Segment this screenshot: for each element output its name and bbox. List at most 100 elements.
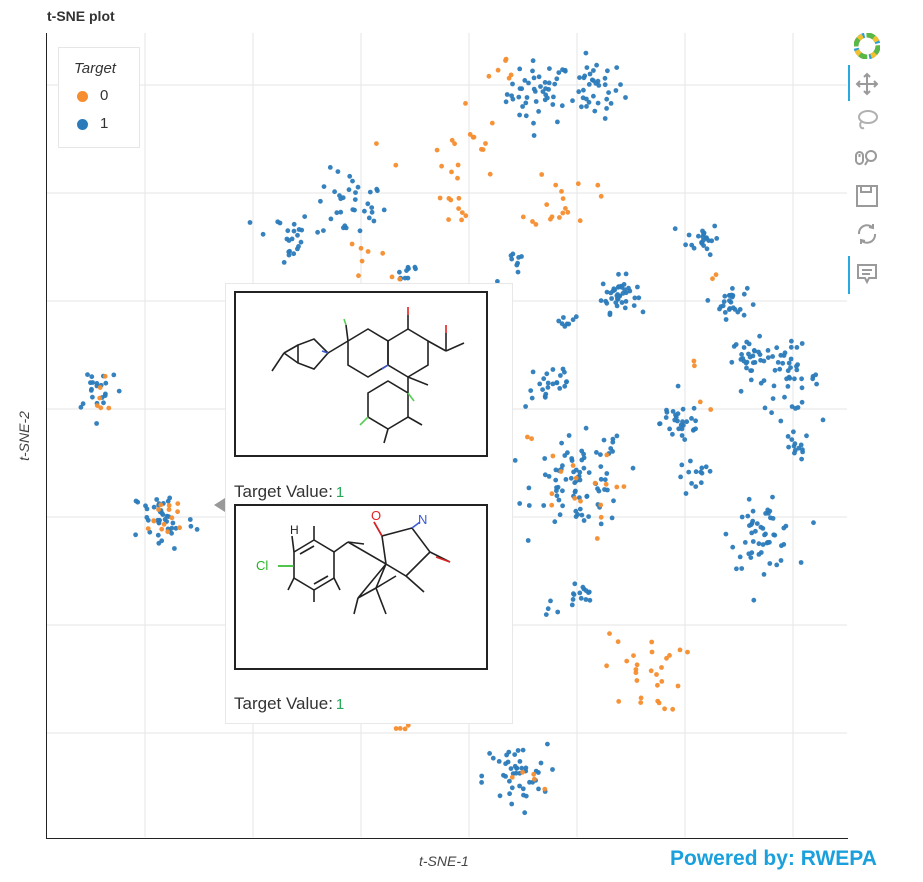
- data-point-target-1[interactable]: [570, 597, 576, 602]
- data-point-target-1[interactable]: [512, 752, 518, 757]
- data-point-target-1[interactable]: [758, 380, 764, 386]
- data-point-target-1[interactable]: [717, 306, 722, 312]
- data-point-target-1[interactable]: [679, 433, 685, 438]
- data-point-target-0[interactable]: [405, 722, 411, 728]
- data-point-target-0[interactable]: [649, 639, 655, 645]
- data-point-target-1[interactable]: [508, 766, 514, 771]
- data-point-target-1[interactable]: [187, 517, 193, 522]
- data-point-target-1[interactable]: [572, 581, 578, 587]
- data-point-target-0[interactable]: [463, 101, 468, 106]
- data-point-target-0[interactable]: [655, 698, 661, 704]
- data-point-target-1[interactable]: [89, 374, 95, 380]
- data-point-target-1[interactable]: [321, 228, 326, 234]
- data-point-target-1[interactable]: [568, 475, 574, 481]
- data-point-target-1[interactable]: [570, 317, 576, 323]
- data-point-target-1[interactable]: [788, 344, 794, 350]
- data-point-target-1[interactable]: [479, 780, 484, 785]
- data-point-target-0[interactable]: [471, 134, 477, 140]
- data-point-target-1[interactable]: [334, 210, 340, 216]
- data-point-target-1[interactable]: [551, 94, 556, 100]
- data-point-target-0[interactable]: [161, 521, 167, 527]
- data-point-target-1[interactable]: [616, 271, 621, 277]
- data-point-target-1[interactable]: [794, 345, 800, 350]
- data-point-target-1[interactable]: [596, 488, 602, 494]
- data-point-target-0[interactable]: [607, 631, 612, 636]
- data-point-target-1[interactable]: [517, 112, 522, 118]
- data-point-target-1[interactable]: [757, 333, 762, 339]
- data-point-target-0[interactable]: [98, 405, 104, 411]
- data-point-target-1[interactable]: [352, 197, 358, 203]
- data-point-target-1[interactable]: [397, 269, 402, 275]
- data-point-target-1[interactable]: [90, 394, 95, 400]
- data-point-target-1[interactable]: [698, 480, 704, 486]
- data-point-target-0[interactable]: [503, 56, 509, 62]
- data-point-target-0[interactable]: [446, 217, 451, 223]
- data-point-target-1[interactable]: [413, 266, 418, 272]
- data-point-target-1[interactable]: [557, 386, 563, 391]
- data-point-target-1[interactable]: [559, 440, 564, 446]
- data-point-target-1[interactable]: [693, 484, 699, 489]
- data-point-target-0[interactable]: [456, 206, 461, 212]
- data-point-target-1[interactable]: [749, 550, 755, 556]
- data-point-target-1[interactable]: [620, 291, 626, 296]
- data-point-target-0[interactable]: [598, 502, 604, 508]
- data-point-target-1[interactable]: [670, 431, 675, 437]
- data-point-target-1[interactable]: [780, 360, 786, 366]
- data-point-target-0[interactable]: [548, 216, 553, 222]
- data-point-target-1[interactable]: [546, 87, 551, 92]
- data-point-target-1[interactable]: [750, 518, 756, 524]
- data-point-target-1[interactable]: [772, 532, 778, 538]
- data-point-target-1[interactable]: [785, 384, 791, 389]
- data-point-target-1[interactable]: [739, 566, 745, 571]
- data-point-target-1[interactable]: [594, 450, 599, 455]
- legend[interactable]: Target 0 1: [58, 47, 140, 148]
- data-point-target-1[interactable]: [504, 752, 509, 758]
- data-point-target-0[interactable]: [604, 663, 609, 669]
- data-point-target-1[interactable]: [623, 271, 629, 277]
- data-point-target-1[interactable]: [555, 609, 561, 615]
- data-point-target-0[interactable]: [349, 241, 355, 247]
- data-point-target-1[interactable]: [569, 602, 575, 608]
- data-point-target-0[interactable]: [455, 175, 460, 181]
- data-point-target-1[interactable]: [747, 523, 752, 528]
- data-point-target-1[interactable]: [686, 232, 692, 238]
- data-point-target-0[interactable]: [634, 678, 640, 683]
- data-point-target-1[interactable]: [531, 75, 537, 81]
- data-point-target-1[interactable]: [796, 445, 802, 451]
- data-point-target-1[interactable]: [598, 464, 604, 469]
- data-point-target-0[interactable]: [448, 197, 454, 203]
- data-point-target-1[interactable]: [524, 95, 530, 100]
- data-point-target-1[interactable]: [583, 50, 589, 56]
- data-point-target-1[interactable]: [338, 196, 344, 202]
- data-point-target-1[interactable]: [693, 418, 698, 424]
- data-point-target-0[interactable]: [662, 706, 667, 712]
- data-point-target-0[interactable]: [557, 215, 562, 220]
- data-point-target-1[interactable]: [521, 792, 526, 798]
- data-point-target-1[interactable]: [608, 290, 614, 296]
- data-point-target-1[interactable]: [260, 231, 266, 237]
- data-point-target-1[interactable]: [792, 376, 797, 382]
- data-point-target-1[interactable]: [684, 419, 690, 425]
- data-point-target-1[interactable]: [503, 774, 508, 779]
- data-point-target-1[interactable]: [742, 540, 748, 545]
- data-point-target-1[interactable]: [602, 116, 608, 121]
- data-point-target-1[interactable]: [754, 521, 760, 526]
- data-point-target-1[interactable]: [693, 469, 699, 475]
- data-point-target-1[interactable]: [729, 359, 735, 365]
- data-point-target-1[interactable]: [601, 437, 607, 443]
- data-point-target-1[interactable]: [636, 295, 642, 301]
- data-point-target-1[interactable]: [562, 453, 568, 458]
- data-point-target-1[interactable]: [147, 529, 153, 535]
- data-point-target-0[interactable]: [614, 484, 620, 490]
- data-point-target-0[interactable]: [542, 786, 548, 792]
- data-point-target-1[interactable]: [605, 487, 610, 493]
- data-point-target-1[interactable]: [747, 354, 753, 360]
- data-point-target-1[interactable]: [770, 516, 776, 521]
- data-point-target-0[interactable]: [102, 373, 108, 379]
- data-point-target-1[interactable]: [545, 385, 551, 390]
- data-point-target-1[interactable]: [799, 456, 804, 462]
- data-point-target-0[interactable]: [520, 769, 525, 775]
- data-point-target-0[interactable]: [675, 683, 681, 689]
- data-point-target-1[interactable]: [538, 84, 543, 89]
- data-point-target-1[interactable]: [374, 186, 380, 192]
